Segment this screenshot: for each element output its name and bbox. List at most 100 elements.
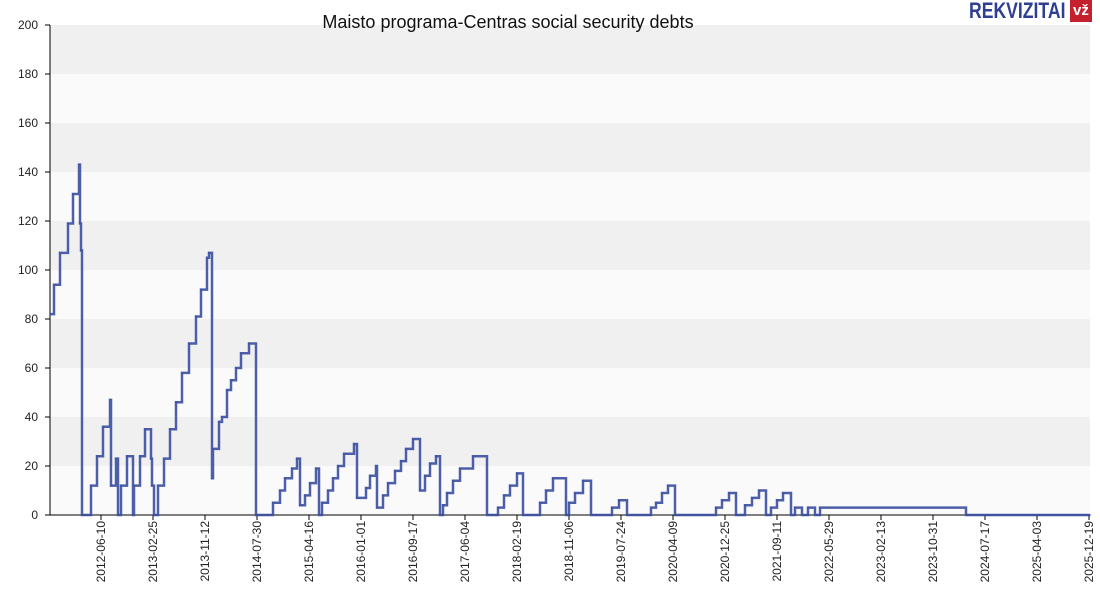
data-point [181, 372, 183, 374]
data-point [120, 484, 122, 487]
data-point [459, 467, 461, 470]
data-point [150, 457, 152, 460]
data-point [188, 342, 190, 345]
data-point [321, 501, 323, 504]
data-point [195, 315, 197, 318]
y-tick-label: 180 [18, 67, 38, 81]
data-point [315, 467, 317, 470]
data-point [132, 514, 134, 516]
data-point [110, 484, 112, 487]
data-point [486, 514, 488, 516]
data-point [211, 477, 213, 480]
data-point [655, 501, 657, 504]
data-point [1089, 514, 1091, 516]
data-point [144, 428, 146, 431]
data-point [309, 482, 311, 484]
grid-band [50, 368, 1090, 417]
data-point [516, 472, 518, 475]
data-point [394, 470, 396, 472]
data-point [382, 494, 384, 497]
x-tick-label: 2019-07-24 [614, 521, 628, 583]
data-point [353, 443, 355, 445]
data-point [446, 492, 448, 494]
data-point [590, 514, 592, 516]
data-point [332, 477, 334, 480]
logo-text: REKVIZITAI [969, 0, 1066, 23]
data-point [776, 499, 778, 502]
data-point [814, 514, 816, 516]
x-tick-label: 2022-05-29 [822, 521, 836, 583]
data-point [96, 455, 98, 458]
x-tick-label: 2020-12-25 [718, 521, 732, 583]
data-point [794, 506, 796, 509]
x-tick-label: 2023-10-31 [926, 521, 940, 583]
x-tick-label: 2025-12-19 [1082, 521, 1096, 583]
data-point [568, 501, 570, 504]
data-point [218, 421, 220, 423]
x-tick-label: 2014-07-30 [250, 521, 264, 583]
data-point [435, 455, 437, 458]
x-tick-label: 2023-02-13 [874, 521, 888, 583]
y-tick-label: 20 [25, 459, 39, 473]
data-point [801, 514, 803, 516]
grid-band [50, 319, 1090, 368]
data-point [419, 489, 421, 492]
data-point [327, 489, 329, 492]
data-point [139, 455, 141, 458]
data-point [452, 479, 454, 482]
data-point [200, 288, 202, 291]
data-point [230, 379, 232, 382]
y-tick-label: 160 [18, 116, 38, 130]
data-point [574, 492, 576, 494]
data-point [337, 465, 339, 467]
data-point [667, 484, 669, 487]
data-point [715, 506, 717, 509]
data-point [509, 484, 511, 487]
y-tick-label: 200 [18, 18, 38, 32]
data-point [765, 514, 767, 516]
data-point [115, 457, 117, 460]
x-tick-label: 2016-01-01 [354, 521, 368, 583]
data-point [758, 489, 760, 492]
data-point [674, 514, 676, 516]
data-point [369, 475, 371, 477]
data-point [80, 249, 82, 252]
grid-band [50, 172, 1090, 221]
data-point [304, 494, 306, 497]
data-point [208, 252, 210, 254]
grid-band [50, 417, 1090, 466]
data-point [296, 457, 298, 460]
y-tick-label: 60 [25, 361, 39, 375]
data-point [728, 492, 730, 494]
data-point [472, 455, 474, 458]
data-point [126, 455, 128, 458]
data-point [744, 504, 746, 507]
x-tick-label: 2017-06-04 [458, 521, 472, 583]
data-point [790, 514, 792, 516]
data-point [291, 467, 293, 470]
data-point [539, 501, 541, 504]
y-tick-label: 120 [18, 214, 38, 228]
data-point [72, 193, 74, 195]
data-point [299, 504, 301, 507]
data-point [279, 489, 281, 492]
x-tick-label: 2021-09-11 [770, 521, 784, 582]
data-point [503, 494, 505, 497]
data-point [153, 514, 155, 516]
grid-band [50, 74, 1090, 123]
grid-band [50, 123, 1090, 172]
data-point [163, 457, 165, 460]
series-line [50, 163, 1090, 517]
data-point [59, 252, 61, 254]
x-tick-label: 2018-02-19 [510, 521, 524, 583]
data-point [405, 448, 407, 450]
logo-badge: vž [1070, 0, 1092, 22]
data-point [356, 497, 358, 499]
data-point [751, 497, 753, 499]
data-point [626, 514, 628, 516]
data-point [375, 465, 377, 467]
data-point [109, 399, 111, 401]
data-point [67, 222, 69, 225]
y-tick-label: 40 [25, 410, 39, 424]
